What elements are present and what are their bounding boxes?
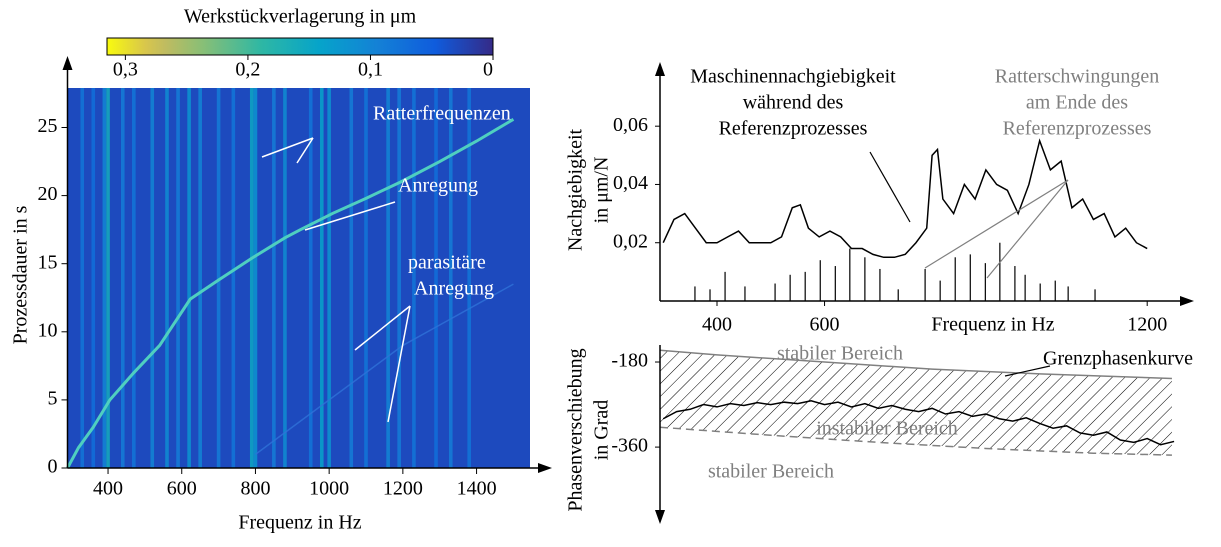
chatter-line <box>187 88 191 468</box>
leader-line <box>296 137 314 164</box>
x-tick-label: 800 <box>240 478 270 500</box>
leader-line <box>354 305 411 351</box>
chatter-line <box>150 88 155 468</box>
annotation: parasitäre <box>408 252 486 274</box>
line-series <box>662 138 1148 259</box>
y-tick-label: 0,06 <box>613 114 648 136</box>
axis-arrow <box>62 56 73 70</box>
excitation-curve <box>66 118 515 469</box>
chatter-line <box>327 88 331 468</box>
y-tick-label: -180 <box>611 350 648 372</box>
colorbar-tick-label: 0,3 <box>113 59 138 81</box>
chatter-line <box>106 88 110 468</box>
colorbar-tick-label: 0 <box>483 59 493 81</box>
y-tick-label: 20 <box>38 183 58 205</box>
chatter-line <box>319 88 324 468</box>
y-tick-label: -360 <box>611 435 648 457</box>
axis-arrow <box>655 62 665 76</box>
y-tick-label: 0 <box>48 456 58 478</box>
chatter-line <box>165 88 169 468</box>
annotation: Anregung <box>414 278 494 300</box>
chatter-line <box>308 88 313 468</box>
chatter-line <box>386 88 390 468</box>
leader-line <box>304 201 396 231</box>
chatter-line <box>176 88 180 468</box>
chatter-line <box>198 88 202 468</box>
x-tick-label: 400 <box>702 314 732 336</box>
annotation: während des <box>743 92 844 114</box>
annotation: stabiler Bereich <box>777 343 903 365</box>
y-tick-label: 15 <box>38 251 58 273</box>
annotation: Anregung <box>398 175 478 197</box>
chatter-line <box>448 88 453 468</box>
x-tick-label: 400 <box>93 478 123 500</box>
annotation: Ratterschwingungen <box>995 66 1159 88</box>
excitation-curve <box>255 283 514 455</box>
leader-line <box>1004 365 1051 377</box>
chatter-line <box>132 88 136 468</box>
annotation: Ratterfrequenzen <box>373 103 511 125</box>
annotation: Referenzprozesses <box>1003 118 1152 140</box>
y-axis-label: Prozessdauer in s <box>10 205 32 344</box>
chatter-line <box>216 88 221 468</box>
axis-arrow <box>1180 296 1194 306</box>
x-axis-label: Frequenz in Hz <box>931 314 1054 336</box>
x-axis-label: Frequenz in Hz <box>238 512 361 534</box>
chatter-line <box>364 88 368 468</box>
chatter-line <box>349 88 354 468</box>
axis-arrow <box>538 463 552 473</box>
chatter-line <box>283 88 287 468</box>
x-tick-label: 1400 <box>457 478 497 500</box>
line-series <box>662 400 1175 446</box>
leader-line <box>261 137 314 158</box>
annotation: am Ende des <box>1026 92 1128 114</box>
unstable-region-hatch <box>660 350 1172 456</box>
chatter-line <box>253 88 258 468</box>
annotation: Maschinennachgiebigkeit <box>690 66 896 88</box>
x-tick-label: 600 <box>167 478 197 500</box>
line-series <box>659 349 1172 380</box>
colorbar-title: Werkstückverlagerung in μm <box>184 6 417 28</box>
line-series <box>659 426 1172 456</box>
x-tick-label: 600 <box>810 314 840 336</box>
x-tick-label: 1000 <box>309 478 349 500</box>
y-tick-label: 5 <box>48 387 58 409</box>
y-axis-label: Nachgiebigkeit <box>565 128 587 251</box>
x-tick-label: 1200 <box>1127 314 1167 336</box>
leader-line <box>986 179 1069 279</box>
chatter-line <box>272 88 276 468</box>
colorbar <box>106 37 494 56</box>
axis-arrow <box>655 510 665 524</box>
annotation: instabiler Bereich <box>816 418 958 440</box>
y-tick-label: 10 <box>38 319 58 341</box>
y-tick-label: 0,04 <box>613 172 648 194</box>
chatter-line <box>434 88 438 468</box>
x-tick-label: 1200 <box>383 478 423 500</box>
annotation: Referenzprozesses <box>719 118 868 140</box>
leader-line <box>387 305 411 423</box>
chatter-line <box>102 88 107 468</box>
series-label: Grenzphasenkurve <box>1043 348 1193 370</box>
y-axis-label: in μm/N <box>591 157 613 224</box>
colorbar-tick-label: 0,2 <box>235 59 260 81</box>
y-axis-label: in Grad <box>591 400 613 461</box>
annotation: stabiler Bereich <box>708 461 834 483</box>
chatter-line <box>467 88 471 468</box>
chatter-line <box>91 88 96 468</box>
chatter-line <box>412 88 416 468</box>
colorbar-tick-label: 0,1 <box>358 59 383 81</box>
heatmap-background <box>67 88 530 468</box>
leader-line <box>924 179 1069 269</box>
chatter-line <box>80 88 85 468</box>
chatter-line <box>120 88 125 468</box>
chatter-line <box>231 88 236 468</box>
y-axis-label: Phasenverschiebung <box>565 348 587 511</box>
leader-line <box>869 151 911 223</box>
chatter-line <box>397 88 401 468</box>
chatter-line <box>249 88 254 468</box>
y-tick-label: 0,02 <box>613 230 648 252</box>
y-tick-label: 25 <box>38 115 58 137</box>
